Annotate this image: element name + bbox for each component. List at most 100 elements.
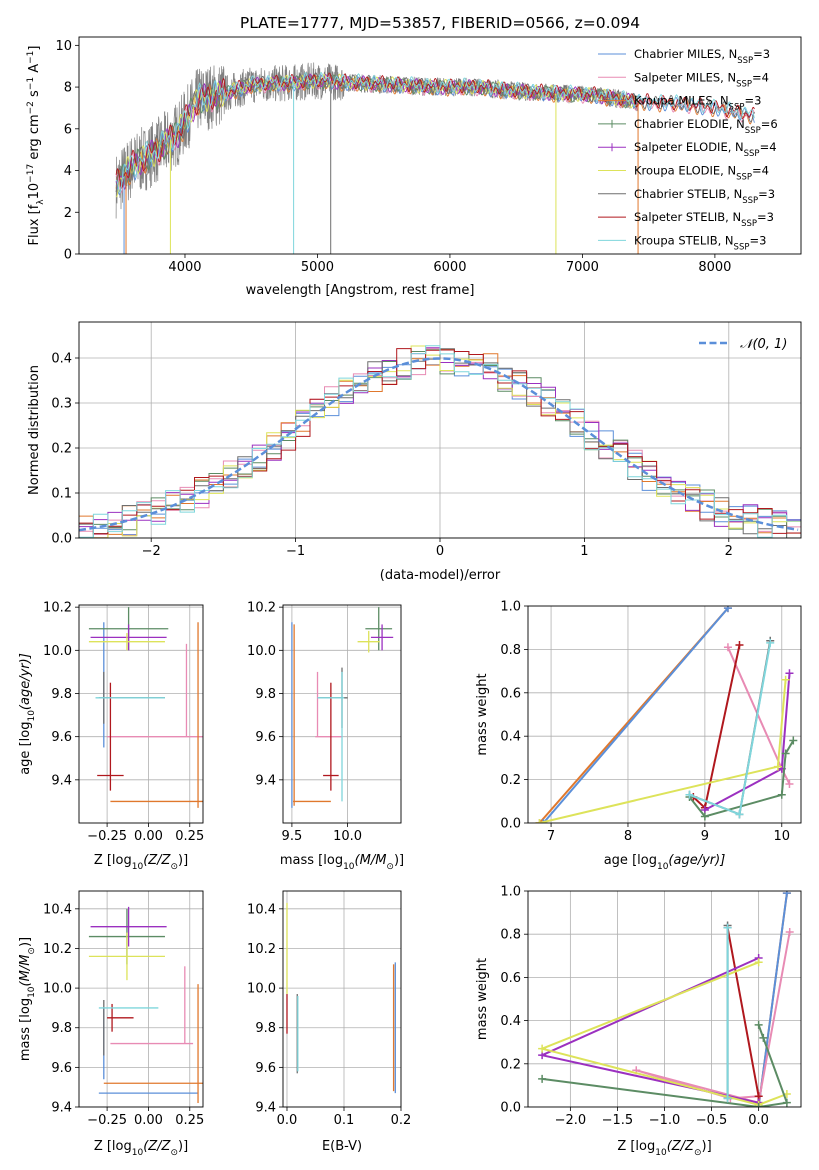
label-part: )] xyxy=(18,937,33,947)
legend-tail: =4 xyxy=(760,140,777,154)
label-part: )] xyxy=(394,853,404,868)
x-tick-label: −2.0 xyxy=(555,1113,587,1128)
y-tick-label: 10.0 xyxy=(247,982,276,997)
y-tick-label: 10.0 xyxy=(43,644,72,659)
label-part: (age/yr)] xyxy=(18,653,33,710)
x-tick-label: −0.25 xyxy=(87,829,127,844)
y-tick-label: 10.0 xyxy=(247,644,276,659)
x-tick-label: 4000 xyxy=(168,260,201,275)
label-part: (Z/Z xyxy=(667,1139,695,1154)
x-tick-label: −1.5 xyxy=(602,1113,634,1128)
label-part: 10 xyxy=(132,1148,144,1158)
plot-area xyxy=(79,605,203,823)
x-tick-label: 5000 xyxy=(301,260,334,275)
legend-tail: =3 xyxy=(753,47,770,61)
y-tick-label: 0.0 xyxy=(500,817,521,832)
plot-area xyxy=(283,891,401,1107)
x-axis-label: (data-model)/error xyxy=(380,568,501,583)
label-part: λ xyxy=(36,199,46,205)
y-tick-label: 9.6 xyxy=(255,730,276,745)
y-tick-label: 0.8 xyxy=(500,643,521,658)
y-tick-label: 10 xyxy=(55,39,72,54)
figure-title: PLATE=1777, MJD=53857, FIBERID=0566, z=0… xyxy=(240,14,640,32)
legend-tail: =3 xyxy=(744,94,761,108)
mass-weight-marker xyxy=(723,1094,732,1103)
panel-age_vs_mass: 9.5 10.0 9.4 9.6 9.8 10.0 10.2 mass [log10(M/M⊙… xyxy=(247,601,404,872)
y-tick-label: 0.6 xyxy=(500,686,521,701)
y-tick-label: 9.6 xyxy=(255,1061,276,1076)
mass-weight-marker xyxy=(735,641,744,650)
axes-frame xyxy=(78,604,204,824)
y-tick-label: 9.4 xyxy=(255,1101,276,1116)
label-part: (Z/Z xyxy=(143,853,171,868)
x-tick-label: 7000 xyxy=(566,260,599,275)
plot-area xyxy=(528,606,801,823)
mass-weight-marker xyxy=(781,675,790,684)
model-spectrum-8 xyxy=(115,71,755,194)
panel-mass_vs_Z: −0.25 0.00 0.25 9.4 9.6 9.8 10.0 10.2 10.4 Z [log… xyxy=(18,890,204,1158)
axes-frame xyxy=(527,605,802,824)
label-part: erg cm xyxy=(27,114,42,163)
model-spectrum-7 xyxy=(115,72,755,189)
label-part: (Z/Z xyxy=(143,1139,171,1154)
plot-area xyxy=(79,891,203,1107)
legend-sub: SSP xyxy=(734,242,750,252)
label-part: −2 xyxy=(26,101,36,114)
mass-weight-marker xyxy=(735,810,744,819)
x-tick-label: 0.00 xyxy=(134,1113,163,1128)
y-tick-label: 10.2 xyxy=(43,601,72,616)
y-tick-label: 0.8 xyxy=(500,928,521,943)
axes-frame xyxy=(78,36,802,255)
label-part: 10 xyxy=(132,862,144,872)
x-tick-label: −1 xyxy=(286,544,305,559)
legend-label: Chabrier STELIB, NSSP=3 xyxy=(634,187,775,206)
legend-text: Salpeter STELIB, N xyxy=(634,210,741,224)
label-part: 10 xyxy=(27,710,37,722)
mass-weight-line-6 xyxy=(689,640,772,816)
label-part: ⊙ xyxy=(694,1148,702,1158)
legend-tail: =4 xyxy=(752,164,769,178)
axes-frame xyxy=(282,890,402,1108)
legend-sub: SSP xyxy=(744,149,760,159)
y-tick-label: 10.2 xyxy=(43,942,72,957)
legend-label: Kroupa STELIB, NSSP=3 xyxy=(634,233,766,252)
panel-spectrum: 4000 5000 6000 7000 8000 0 2 4 6 8 10 wavelength [A… xyxy=(26,36,802,298)
mass-weight-marker xyxy=(538,1074,547,1083)
label-part: (M/M xyxy=(355,853,387,868)
mass-weight-marker xyxy=(766,638,775,647)
y-axis-label: age [log10(age/yr)] xyxy=(18,653,37,775)
panel-residuals: −2 −1 0 1 2 0.0 0.1 0.2 0.3 0.4 𝒩(0, 1) (data-model… xyxy=(27,321,802,583)
mass-weight-marker xyxy=(685,790,694,799)
x-tick-label: 0.25 xyxy=(175,829,204,844)
mass-weight-marker xyxy=(759,1033,768,1042)
mass-weight-line-5 xyxy=(538,961,788,1106)
x-axis-label: mass [log10(M/M⊙)] xyxy=(280,853,404,872)
legend-sub: SSP xyxy=(737,56,753,66)
y-tick-label: 9.4 xyxy=(51,773,72,788)
mass-weight-marker xyxy=(781,749,790,758)
axes-frame xyxy=(282,604,402,824)
legend-sub: SSP xyxy=(736,173,752,183)
mass-weight-marker xyxy=(754,1103,763,1107)
y-tick-label: 0.1 xyxy=(51,487,72,502)
mass-weight-marker xyxy=(535,819,544,823)
label-part: age [log xyxy=(604,853,657,868)
label-part: A xyxy=(27,64,42,77)
mass-weight-marker xyxy=(773,762,782,771)
x-tick-label: 6000 xyxy=(433,260,466,275)
mass-weight-line-7 xyxy=(726,927,760,1107)
label-part: )] xyxy=(178,853,188,868)
y-tick-label: 9.4 xyxy=(255,773,276,788)
legend-label: Kroupa ELODIE, NSSP=4 xyxy=(634,164,769,183)
legend-tail: =3 xyxy=(758,187,775,201)
x-tick-label: 0.0 xyxy=(277,1113,298,1128)
legend-tail: =6 xyxy=(761,117,778,131)
label-part: (age/yr)] xyxy=(668,853,725,868)
y-tick-label: 10.0 xyxy=(43,982,72,997)
legend-sub: SSP xyxy=(745,126,761,136)
plot-area xyxy=(115,62,755,254)
y-tick-label: 9.8 xyxy=(255,687,276,702)
